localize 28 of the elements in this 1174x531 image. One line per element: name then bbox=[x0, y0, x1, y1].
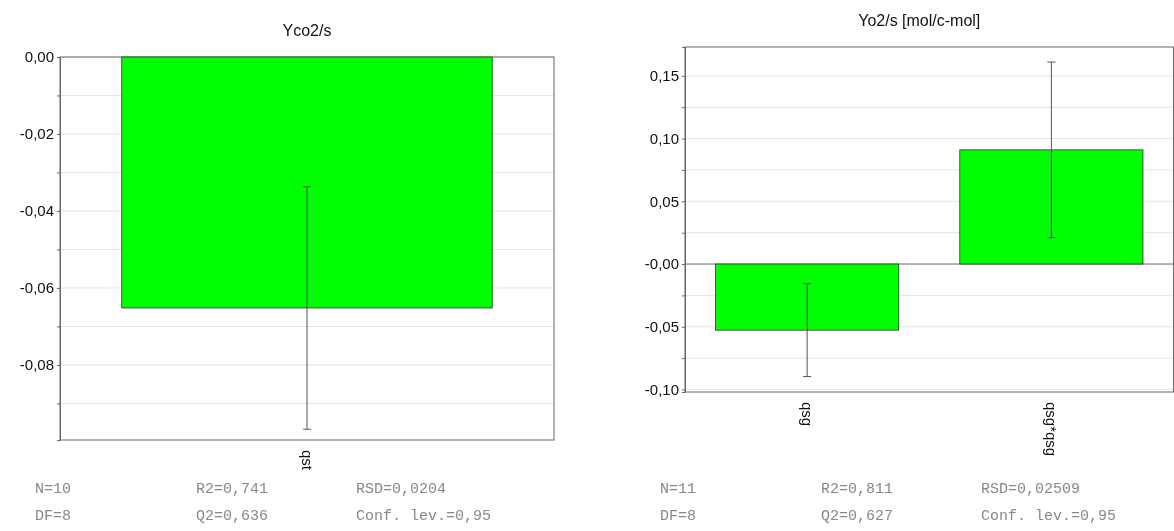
y-tick-label: 0,15 bbox=[649, 67, 679, 85]
y-tick-label: -0,00 bbox=[644, 255, 679, 273]
chart-title: Yco2/s bbox=[282, 22, 332, 39]
x-tick-label: qst bbox=[298, 450, 316, 471]
text: RSD=0,0204 bbox=[356, 481, 447, 498]
x-tick-label: qsg bbox=[798, 402, 816, 427]
y-tick-label: -0,05 bbox=[644, 318, 679, 336]
text: Q2=0,627 bbox=[821, 508, 894, 525]
text: Conf. lev.=0,95 bbox=[356, 508, 492, 525]
text: RSD=0,02509 bbox=[981, 481, 1081, 498]
text: R2=0,811 bbox=[821, 481, 894, 498]
text: Q2=0,636 bbox=[196, 508, 269, 525]
chart-title: Yo2/s [mol/c-mol] bbox=[858, 12, 981, 29]
text: N=11 bbox=[660, 481, 697, 498]
y-tick-label: 0,00 bbox=[24, 48, 54, 66]
y-tick-label: -0,04 bbox=[19, 202, 54, 220]
text: DF=8 bbox=[35, 508, 72, 525]
text: R2=0,741 bbox=[196, 481, 269, 498]
x-tick-label: qsg*qsg bbox=[1043, 402, 1061, 457]
text: Conf. lev.=0,95 bbox=[981, 508, 1117, 525]
text: N=10 bbox=[35, 481, 72, 498]
y-tick-label: -0,02 bbox=[19, 125, 54, 143]
y-tick-label: 0,10 bbox=[649, 129, 679, 147]
y-tick-label: -0,10 bbox=[644, 380, 679, 398]
y-tick-label: -0,06 bbox=[19, 279, 54, 297]
y-tick-label: -0,08 bbox=[19, 356, 54, 374]
y-tick-label: 0,05 bbox=[649, 192, 679, 210]
text: DF=8 bbox=[660, 508, 697, 525]
